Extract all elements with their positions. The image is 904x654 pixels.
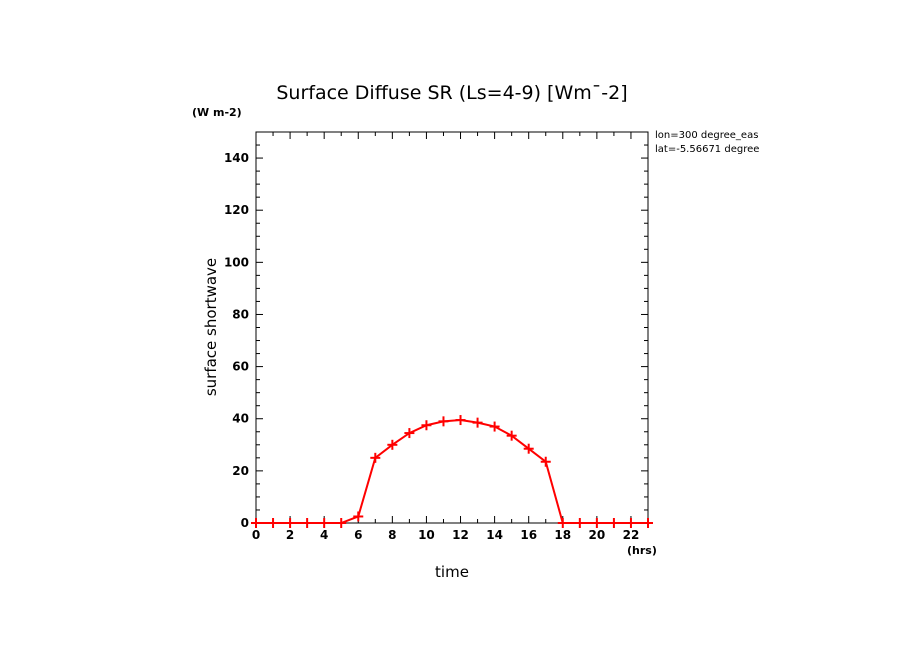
data-point: [404, 428, 415, 439]
data-point: [643, 518, 653, 528]
series-line: [256, 419, 648, 524]
data-point: [353, 511, 364, 522]
y-tick-label: 0: [241, 516, 249, 530]
annotation-lon: lon=300 degree_eas: [655, 130, 758, 141]
x-tick-label: 14: [486, 528, 503, 542]
y-tick-label: 100: [224, 255, 249, 269]
x-tick-label: 2: [286, 528, 294, 542]
x-tick-label: 12: [452, 528, 469, 542]
data-point: [387, 439, 398, 450]
data-point: [472, 417, 483, 428]
y-tick-label: 60: [232, 360, 249, 374]
x-tick-label: 4: [320, 528, 328, 542]
plot-frame: [255, 131, 649, 524]
x-axis-title: time: [435, 563, 469, 581]
x-tick-label: 18: [554, 528, 571, 542]
data-point: [540, 456, 551, 467]
data-point: [557, 518, 568, 528]
x-tick-label: 6: [354, 528, 362, 542]
annotation-lat: lat=-5.56671 degree: [655, 144, 759, 155]
data-point: [455, 415, 466, 426]
y-tick-label: 20: [232, 464, 249, 478]
y-axis-title: surface shortwave: [202, 258, 220, 396]
data-point: [302, 518, 313, 528]
data-point: [574, 518, 585, 528]
y-tick-label: 120: [224, 203, 249, 217]
y-tick-label: 140: [224, 151, 249, 165]
y-axis: 0 20 40 60 80 100 120 140: [224, 131, 648, 530]
data-point: [285, 518, 296, 528]
data-point: [489, 421, 500, 432]
data-point: [608, 518, 619, 528]
data-point: [319, 518, 330, 528]
data-point: [336, 518, 347, 528]
data-point: [506, 430, 517, 441]
data-point: [438, 416, 449, 427]
y-unit-label: (W m-2): [192, 106, 242, 119]
x-tick-label: 10: [418, 528, 435, 542]
x-tick-label: 8: [388, 528, 396, 542]
x-tick-label: 22: [623, 528, 640, 542]
x-tick-label: 16: [520, 528, 537, 542]
x-tick-label: 0: [252, 528, 260, 542]
data-point: [251, 518, 261, 528]
data-point: [268, 518, 279, 528]
y-tick-label: 80: [232, 307, 249, 321]
series-layer: [251, 415, 653, 528]
chart-title: Surface Diffuse SR (Ls=4-9) [Wm¯-2]: [276, 82, 627, 104]
x-tick-label: 20: [589, 528, 606, 542]
data-point: [421, 420, 432, 431]
data-point: [625, 518, 636, 528]
y-tick-label: 40: [232, 412, 249, 426]
data-point: [591, 518, 602, 528]
x-axis: 0 2 4 6 8 10 12 14 16 18 20 22: [252, 132, 649, 542]
data-point: [523, 443, 534, 454]
x-unit-label: (hrs): [627, 544, 657, 557]
data-point: [370, 452, 381, 463]
